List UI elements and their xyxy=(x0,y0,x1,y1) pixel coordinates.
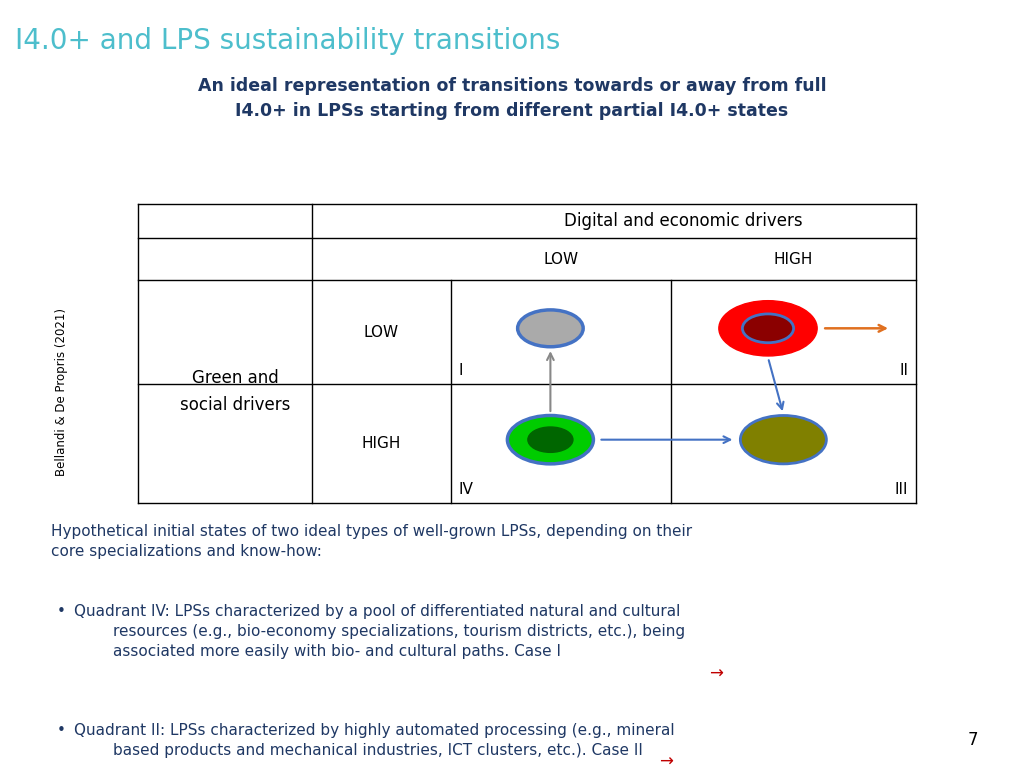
Text: •: • xyxy=(56,723,66,739)
Text: HIGH: HIGH xyxy=(774,252,813,266)
Text: III: III xyxy=(895,482,908,497)
Text: Digital and economic drivers: Digital and economic drivers xyxy=(564,212,803,230)
Text: →: → xyxy=(709,664,723,682)
Text: Quadrant II: LPSs characterized by highly automated processing (e.g., mineral
  : Quadrant II: LPSs characterized by highl… xyxy=(74,723,675,758)
Text: I: I xyxy=(459,362,463,378)
Text: •: • xyxy=(56,604,66,620)
Ellipse shape xyxy=(740,415,826,464)
Text: Bellandi & De Propris (2021): Bellandi & De Propris (2021) xyxy=(55,308,68,475)
Text: Quadrant IV: LPSs characterized by a pool of differentiated natural and cultural: Quadrant IV: LPSs characterized by a poo… xyxy=(74,604,685,659)
Text: Green and
social drivers: Green and social drivers xyxy=(180,369,291,414)
Text: 7: 7 xyxy=(968,731,978,749)
Ellipse shape xyxy=(719,300,817,356)
Text: Hypothetical initial states of two ideal types of well-grown LPSs, depending on : Hypothetical initial states of two ideal… xyxy=(51,524,692,558)
Text: I4.0+ and LPS sustainability transitions: I4.0+ and LPS sustainability transitions xyxy=(15,27,561,55)
Text: →: → xyxy=(659,753,674,768)
Ellipse shape xyxy=(508,415,594,464)
Text: II: II xyxy=(899,362,908,378)
Ellipse shape xyxy=(742,314,794,343)
Ellipse shape xyxy=(528,427,573,452)
Text: HIGH: HIGH xyxy=(361,436,401,451)
Text: LOW: LOW xyxy=(364,325,399,339)
Text: An ideal representation of transitions towards or away from full
I4.0+ in LPSs s: An ideal representation of transitions t… xyxy=(198,77,826,120)
Text: LOW: LOW xyxy=(543,252,579,266)
Ellipse shape xyxy=(517,310,584,347)
Text: IV: IV xyxy=(459,482,474,497)
